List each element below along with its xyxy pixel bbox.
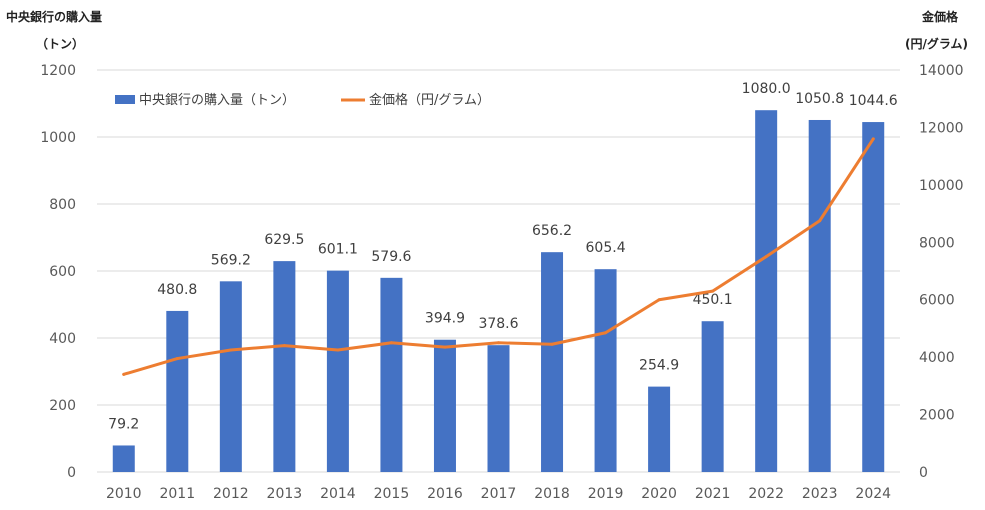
right-tick-label: 14000 bbox=[919, 63, 964, 79]
line-point bbox=[604, 331, 608, 335]
x-tick-label: 2020 bbox=[641, 486, 677, 502]
bar bbox=[487, 345, 510, 472]
bar bbox=[219, 281, 242, 472]
x-tick-label: 2011 bbox=[159, 486, 195, 502]
bar-value-label: 394.9 bbox=[425, 311, 465, 327]
line-point bbox=[443, 345, 447, 349]
x-tick-label: 2017 bbox=[481, 486, 517, 502]
line-point bbox=[818, 219, 822, 223]
right-axis-unit: (円/グラム) bbox=[905, 36, 968, 51]
x-tick-label: 2023 bbox=[802, 486, 838, 502]
left-axis-unit: （トン） bbox=[36, 36, 84, 51]
bar-value-label: 450.1 bbox=[693, 292, 733, 308]
line-point bbox=[871, 137, 875, 141]
left-tick-label: 200 bbox=[49, 398, 76, 414]
line-point bbox=[175, 357, 179, 361]
line-point bbox=[657, 298, 661, 302]
line-point bbox=[711, 289, 715, 293]
line-point bbox=[389, 341, 393, 345]
right-axis-title: 金価格 bbox=[921, 9, 959, 24]
bar bbox=[862, 122, 885, 473]
bar-value-label: 605.4 bbox=[586, 240, 626, 256]
line-point bbox=[764, 255, 768, 259]
right-tick-label: 8000 bbox=[919, 235, 955, 251]
right-tick-label: 2000 bbox=[919, 408, 955, 424]
bar-value-label: 378.6 bbox=[478, 316, 518, 332]
left-tick-label: 0 bbox=[67, 465, 76, 481]
x-tick-label: 2021 bbox=[695, 486, 731, 502]
line-point bbox=[550, 342, 554, 346]
legend-bar-label: 中央銀行の購入量（トン） bbox=[139, 93, 295, 108]
right-tick-label: 10000 bbox=[919, 178, 964, 194]
bar-value-label: 569.2 bbox=[211, 252, 251, 268]
x-tick-label: 2014 bbox=[320, 486, 356, 502]
right-tick-label: 4000 bbox=[919, 350, 955, 366]
line-point bbox=[282, 344, 286, 348]
bar-value-label: 656.2 bbox=[532, 223, 572, 239]
bar bbox=[648, 386, 671, 472]
bar bbox=[701, 321, 724, 472]
bar-value-label: 480.8 bbox=[157, 282, 197, 298]
bar-value-label: 1080.0 bbox=[742, 81, 791, 97]
x-tick-label: 2016 bbox=[427, 486, 463, 502]
left-tick-label: 400 bbox=[49, 331, 76, 347]
legend-bar-swatch bbox=[115, 95, 135, 104]
left-tick-label: 800 bbox=[49, 197, 76, 213]
bar-series bbox=[112, 110, 885, 473]
bar-value-label: 1050.8 bbox=[795, 91, 844, 107]
right-tick-label: 6000 bbox=[919, 293, 955, 309]
right-tick-label: 12000 bbox=[919, 120, 964, 136]
x-tick-label: 2012 bbox=[213, 486, 249, 502]
x-tick-label: 2022 bbox=[748, 486, 784, 502]
x-tick-label: 2019 bbox=[588, 486, 624, 502]
x-tick-label: 2010 bbox=[106, 486, 142, 502]
x-tick-label: 2024 bbox=[855, 486, 891, 502]
left-tick-label: 1200 bbox=[40, 63, 76, 79]
left-tick-label: 1000 bbox=[40, 130, 76, 146]
x-tick-label: 2018 bbox=[534, 486, 570, 502]
line-point bbox=[122, 372, 126, 376]
line-point bbox=[336, 348, 340, 352]
line-series bbox=[122, 137, 875, 376]
bar-value-label: 579.6 bbox=[371, 249, 411, 265]
bar bbox=[594, 269, 617, 472]
bar-value-label: 1044.6 bbox=[849, 93, 898, 109]
bar bbox=[326, 270, 349, 472]
bar bbox=[433, 339, 456, 472]
bar-value-label: 79.2 bbox=[108, 416, 139, 432]
bar bbox=[808, 119, 831, 473]
bar bbox=[755, 110, 778, 472]
right-axis-ticks: 0 2000 4000 6000 8000 10000 12000 14000 bbox=[919, 63, 964, 481]
bar bbox=[380, 277, 403, 472]
line-point bbox=[229, 348, 233, 352]
bar-value-label: 601.1 bbox=[318, 242, 358, 258]
bar-data-labels: 79.2 480.8 569.2 629.5 601.1 579.6 394.9 378.6 6… bbox=[108, 81, 898, 432]
left-axis-title: 中央銀行の購入量 bbox=[6, 9, 102, 24]
legend-line-label: 金価格（円/グラム） bbox=[369, 92, 490, 108]
bar bbox=[273, 261, 296, 472]
x-axis-ticks: 2010 2011 2012 2013 2014 2015 2016 2017 2018 2019… bbox=[106, 486, 891, 502]
line-point bbox=[497, 341, 500, 345]
bar bbox=[166, 310, 189, 472]
left-tick-label: 600 bbox=[49, 264, 76, 280]
bar bbox=[112, 445, 135, 472]
x-tick-label: 2015 bbox=[374, 486, 410, 502]
bar bbox=[541, 252, 564, 472]
bar-value-label: 629.5 bbox=[264, 232, 304, 248]
right-tick-label: 0 bbox=[919, 465, 928, 481]
bar-value-label: 254.9 bbox=[639, 358, 679, 374]
legend: 中央銀行の購入量（トン） 金価格（円/グラム） bbox=[115, 92, 490, 108]
x-tick-label: 2013 bbox=[267, 486, 303, 502]
left-axis-ticks: 0 200 400 600 800 1000 1200 bbox=[40, 63, 76, 481]
